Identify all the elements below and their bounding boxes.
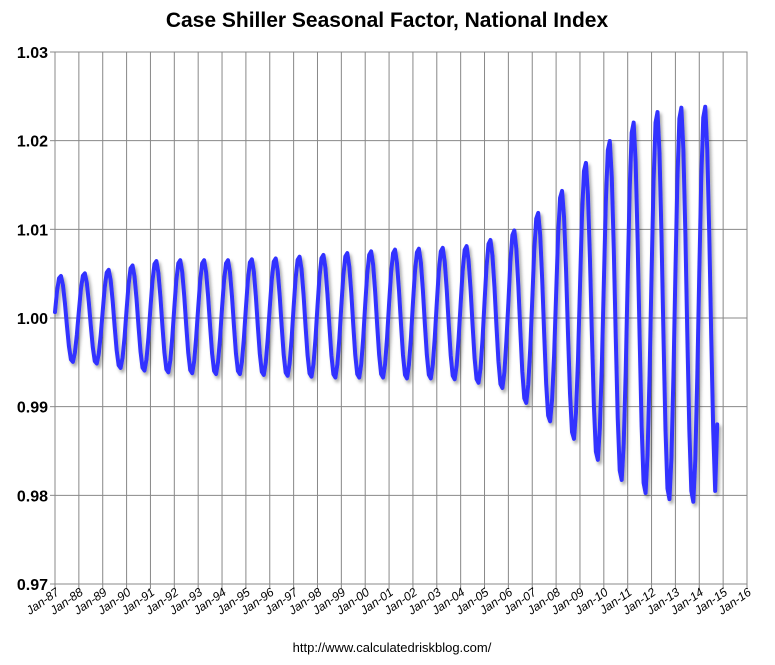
y-tick-label: 1.01	[17, 222, 48, 239]
y-tick-label: 1.02	[17, 134, 48, 151]
series-line-seasonal-factor	[53, 104, 720, 504]
x-axis: Jan-87Jan-88Jan-89Jan-90Jan-91Jan-92Jan-…	[23, 584, 754, 618]
y-tick-label: 1.00	[17, 311, 48, 328]
y-tick-label: 0.97	[17, 577, 48, 594]
y-axis: 0.97 0.98 0.99 1.00 1.01 1.02 1.03	[17, 45, 55, 594]
y-tick-label: 1.03	[17, 45, 48, 62]
series-layer	[53, 104, 720, 504]
source-note: http://www.calculatedriskblog.com/	[293, 640, 492, 655]
chart-title: Case Shiller Seasonal Factor, National I…	[166, 9, 609, 32]
y-tick-label: 0.98	[17, 488, 48, 505]
y-tick-label: 0.99	[17, 400, 48, 417]
